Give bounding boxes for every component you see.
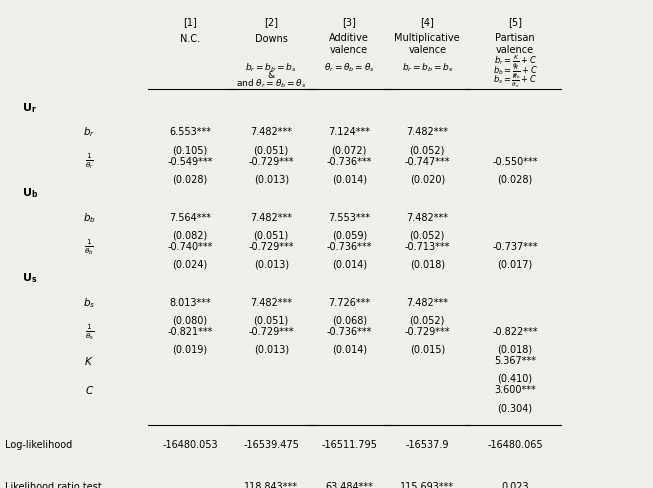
Text: $\frac{1}{\theta_s}$: $\frac{1}{\theta_s}$ xyxy=(84,322,94,341)
Text: 115.693***: 115.693*** xyxy=(400,481,454,488)
Text: (0.059): (0.059) xyxy=(332,230,367,240)
Text: $b_s$: $b_s$ xyxy=(83,295,95,309)
Text: -0.740***: -0.740*** xyxy=(167,242,213,251)
Text: (0.015): (0.015) xyxy=(409,344,445,354)
Text: 7.564***: 7.564*** xyxy=(169,212,211,222)
Text: $\mathbf{U_b}$: $\mathbf{U_b}$ xyxy=(22,186,39,200)
Text: 63.484***: 63.484*** xyxy=(325,481,374,488)
Text: (0.013): (0.013) xyxy=(253,259,289,269)
Text: [3]: [3] xyxy=(342,17,356,27)
Text: (0.028): (0.028) xyxy=(172,174,208,184)
Text: (0.072): (0.072) xyxy=(332,145,367,155)
Text: (0.052): (0.052) xyxy=(409,315,445,325)
Text: $\mathbf{U_s}$: $\mathbf{U_s}$ xyxy=(22,271,38,285)
Text: -16537.9: -16537.9 xyxy=(406,439,449,449)
Text: 8.013***: 8.013*** xyxy=(169,297,211,307)
Text: (0.019): (0.019) xyxy=(172,344,208,354)
Text: (0.013): (0.013) xyxy=(253,174,289,184)
Text: 7.482***: 7.482*** xyxy=(250,127,293,137)
Text: $b_r = b_b = b_s$: $b_r = b_b = b_s$ xyxy=(402,61,453,74)
Text: $\frac{1}{\theta_r}$: $\frac{1}{\theta_r}$ xyxy=(85,151,93,171)
Text: -0.713***: -0.713*** xyxy=(405,242,450,251)
Text: $\theta_r = \theta_b = \theta_s$: $\theta_r = \theta_b = \theta_s$ xyxy=(324,61,375,74)
Text: (0.024): (0.024) xyxy=(172,259,208,269)
Text: -0.549***: -0.549*** xyxy=(167,156,213,166)
Text: -0.822***: -0.822*** xyxy=(492,326,538,336)
Text: Additive
valence: Additive valence xyxy=(329,33,369,55)
Text: [1]: [1] xyxy=(183,17,197,27)
Text: -0.736***: -0.736*** xyxy=(326,242,372,251)
Text: 7.124***: 7.124*** xyxy=(328,127,370,137)
Text: -0.821***: -0.821*** xyxy=(167,326,213,336)
Text: $b_r = \frac{K}{\theta_r} + C$: $b_r = \frac{K}{\theta_r} + C$ xyxy=(494,54,537,71)
Text: $b_s = \frac{K}{\theta_s} + C$: $b_s = \frac{K}{\theta_s} + C$ xyxy=(493,72,537,90)
Text: 0.023: 0.023 xyxy=(502,481,529,488)
Text: 7.553***: 7.553*** xyxy=(328,212,370,222)
Text: [2]: [2] xyxy=(264,17,278,27)
Text: 7.482***: 7.482*** xyxy=(406,127,448,137)
Text: 3.600***: 3.600*** xyxy=(494,385,536,395)
Text: 7.726***: 7.726*** xyxy=(328,297,370,307)
Text: -16539.475: -16539.475 xyxy=(244,439,299,449)
Text: N.C.: N.C. xyxy=(180,34,200,44)
Text: (0.082): (0.082) xyxy=(172,230,208,240)
Text: -0.736***: -0.736*** xyxy=(326,156,372,166)
Text: -0.729***: -0.729*** xyxy=(249,326,294,336)
Text: 118.843***: 118.843*** xyxy=(244,481,298,488)
Text: (0.051): (0.051) xyxy=(253,315,289,325)
Text: $\mathbf{U_r}$: $\mathbf{U_r}$ xyxy=(22,101,37,115)
Text: (0.105): (0.105) xyxy=(172,145,208,155)
Text: Multiplicative
valence: Multiplicative valence xyxy=(394,33,460,55)
Text: $b_b = \frac{K}{\theta_b} + C$: $b_b = \frac{K}{\theta_b} + C$ xyxy=(492,63,537,81)
Text: 6.553***: 6.553*** xyxy=(169,127,211,137)
Text: (0.013): (0.013) xyxy=(253,344,289,354)
Text: Log-likelihood: Log-likelihood xyxy=(5,439,72,449)
Text: (0.051): (0.051) xyxy=(253,230,289,240)
Text: &: & xyxy=(268,71,275,80)
Text: $b_b$: $b_b$ xyxy=(83,210,95,224)
Text: $C$: $C$ xyxy=(85,384,94,396)
Text: (0.028): (0.028) xyxy=(498,174,533,184)
Text: [4]: [4] xyxy=(421,17,434,27)
Text: $K$: $K$ xyxy=(84,354,94,366)
Text: Likelihood ratio test: Likelihood ratio test xyxy=(5,481,101,488)
Text: (0.017): (0.017) xyxy=(498,259,533,269)
Text: (0.068): (0.068) xyxy=(332,315,367,325)
Text: (0.014): (0.014) xyxy=(332,344,367,354)
Text: -0.550***: -0.550*** xyxy=(492,156,538,166)
Text: -0.747***: -0.747*** xyxy=(405,156,450,166)
Text: $b_r = b_b = b_s$: $b_r = b_b = b_s$ xyxy=(246,61,297,74)
Text: (0.080): (0.080) xyxy=(172,315,208,325)
Text: (0.014): (0.014) xyxy=(332,174,367,184)
Text: 7.482***: 7.482*** xyxy=(250,297,293,307)
Text: 7.482***: 7.482*** xyxy=(406,297,448,307)
Text: (0.014): (0.014) xyxy=(332,259,367,269)
Text: $b_r$: $b_r$ xyxy=(83,125,95,139)
Text: (0.051): (0.051) xyxy=(253,145,289,155)
Text: -16511.795: -16511.795 xyxy=(321,439,377,449)
Text: 7.482***: 7.482*** xyxy=(250,212,293,222)
Text: 5.367***: 5.367*** xyxy=(494,356,536,366)
Text: (0.410): (0.410) xyxy=(498,373,533,383)
Text: -0.736***: -0.736*** xyxy=(326,326,372,336)
Text: $\frac{1}{\theta_b}$: $\frac{1}{\theta_b}$ xyxy=(84,237,94,256)
Text: (0.052): (0.052) xyxy=(409,230,445,240)
Text: -16480.053: -16480.053 xyxy=(162,439,217,449)
Text: -0.737***: -0.737*** xyxy=(492,242,538,251)
Text: (0.304): (0.304) xyxy=(498,402,533,412)
Text: (0.052): (0.052) xyxy=(409,145,445,155)
Text: Partisan
valence: Partisan valence xyxy=(495,33,535,55)
Text: (0.018): (0.018) xyxy=(498,344,533,354)
Text: [5]: [5] xyxy=(508,17,522,27)
Text: (0.018): (0.018) xyxy=(409,259,445,269)
Text: -0.729***: -0.729*** xyxy=(405,326,450,336)
Text: 7.482***: 7.482*** xyxy=(406,212,448,222)
Text: -0.729***: -0.729*** xyxy=(249,242,294,251)
Text: (0.020): (0.020) xyxy=(409,174,445,184)
Text: -0.729***: -0.729*** xyxy=(249,156,294,166)
Text: -16480.065: -16480.065 xyxy=(487,439,543,449)
Text: and $\theta_r = \theta_b = \theta_s$: and $\theta_r = \theta_b = \theta_s$ xyxy=(236,78,306,90)
Text: Downs: Downs xyxy=(255,34,288,44)
